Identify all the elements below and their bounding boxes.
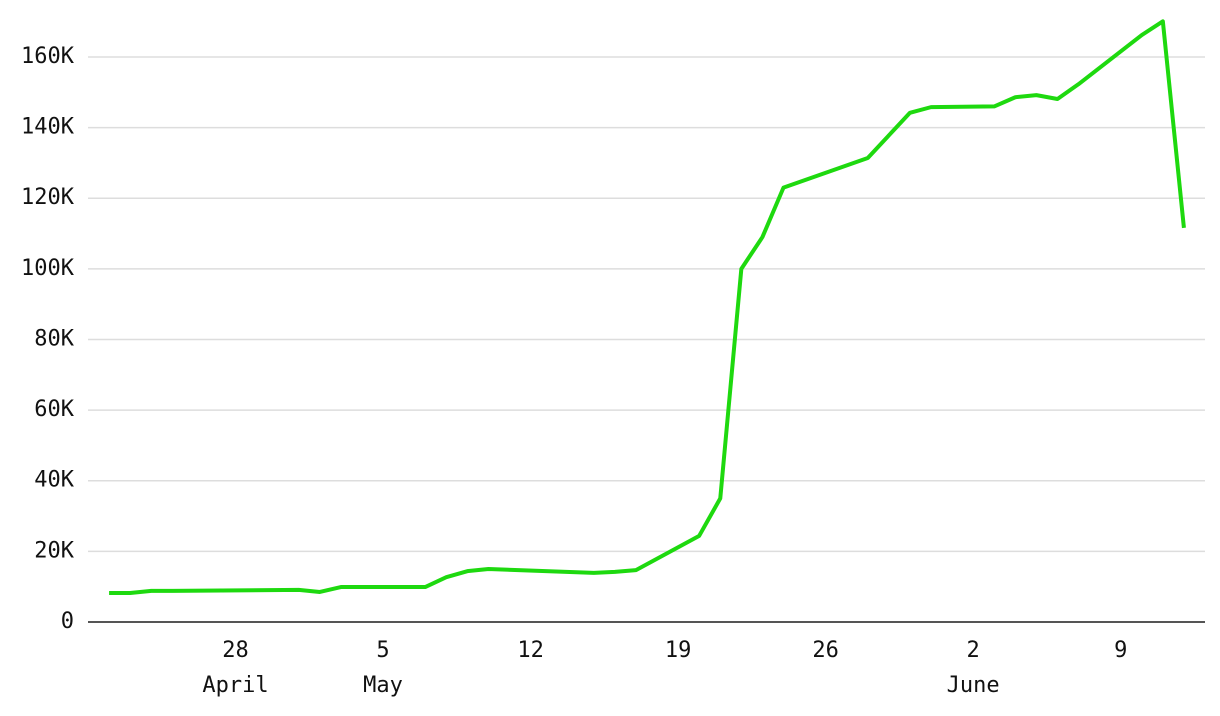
y-tick-label: 100K (21, 256, 75, 281)
x-tick-label: 26 (812, 638, 839, 663)
x-month-label: May (363, 673, 403, 698)
x-tick-label: 5 (376, 638, 389, 663)
data-line (109, 19, 1186, 596)
x-month-label: April (202, 673, 268, 698)
y-tick-label: 0 (61, 609, 74, 634)
x-month-label: June (947, 673, 1000, 698)
y-tick-label: 120K (21, 185, 75, 210)
y-tick-label: 40K (34, 468, 74, 493)
x-tick-label: 9 (1114, 638, 1127, 663)
x-tick-label: 12 (517, 638, 544, 663)
y-tick-label: 80K (34, 326, 74, 351)
y-tick-label: 160K (21, 44, 75, 69)
y-tick-label: 140K (21, 115, 75, 140)
x-tick-label: 19 (665, 638, 692, 663)
x-tick-label: 2 (967, 638, 980, 663)
x-tick-label: 28 (222, 638, 249, 663)
y-tick-label: 60K (34, 397, 74, 422)
y-tick-label: 20K (34, 538, 74, 563)
